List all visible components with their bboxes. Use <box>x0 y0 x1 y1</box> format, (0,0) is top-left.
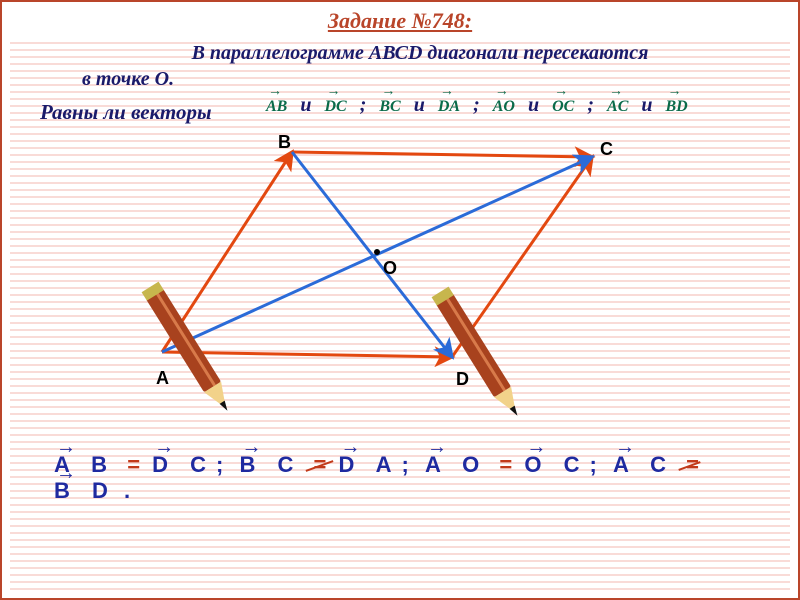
answer-op: = <box>121 452 146 477</box>
vec-label: DA <box>438 98 460 116</box>
answers-row: A B = D C; B C = D A; A O = O C; A C = B… <box>52 452 768 504</box>
vec-label: AO <box>493 98 515 116</box>
point-label-D: D <box>456 369 469 390</box>
point-label-B: B <box>278 132 291 153</box>
point-label-C: C <box>600 139 613 160</box>
separator: ; <box>355 94 372 116</box>
joiner: и <box>409 94 430 116</box>
diagram-svg <box>32 122 772 432</box>
joiner: и <box>636 94 657 116</box>
vec-label: AB <box>266 98 287 116</box>
answer-sep: ; <box>402 452 415 477</box>
answer-vec: O C <box>524 452 587 478</box>
vec-label: AC <box>607 98 628 116</box>
vec-label: BD <box>665 98 687 116</box>
answer-op: = <box>307 452 332 477</box>
diagram: A B C D O <box>32 122 772 432</box>
answer-vec: A O <box>425 452 487 478</box>
joiner: и <box>523 94 544 116</box>
joiner: и <box>295 94 316 116</box>
separator: ; <box>468 94 485 116</box>
answer-vec: B C <box>240 452 302 478</box>
answer-sep: ; <box>216 452 229 477</box>
answer-op: = <box>680 452 699 477</box>
point-label-A: A <box>156 368 169 389</box>
vector-question-row: AB и DC ; BC и DA ; AO и OC ; AC и BD <box>262 94 692 117</box>
vec-label: OC <box>552 98 574 116</box>
description-line1: В параллелограмме АВСD диагонали пересек… <box>82 42 758 65</box>
slide-frame: Задание №748: В параллелограмме АВСD диа… <box>0 0 800 600</box>
description-line2: в точке О. <box>82 68 174 91</box>
answer-vec: D A <box>338 452 399 478</box>
answer-vec: D C <box>152 452 214 478</box>
point-label-O: O <box>383 258 397 279</box>
answer-op: = <box>493 452 518 477</box>
vec-label: BC <box>379 98 400 116</box>
vec-label: DC <box>324 98 346 116</box>
answer-sep: . <box>118 478 130 503</box>
answer-sep: ; <box>590 452 603 477</box>
separator: ; <box>582 94 599 116</box>
task-title: Задание №748: <box>2 2 798 34</box>
answer-vec: B D <box>54 478 116 504</box>
answer-vec: A C <box>613 452 674 478</box>
